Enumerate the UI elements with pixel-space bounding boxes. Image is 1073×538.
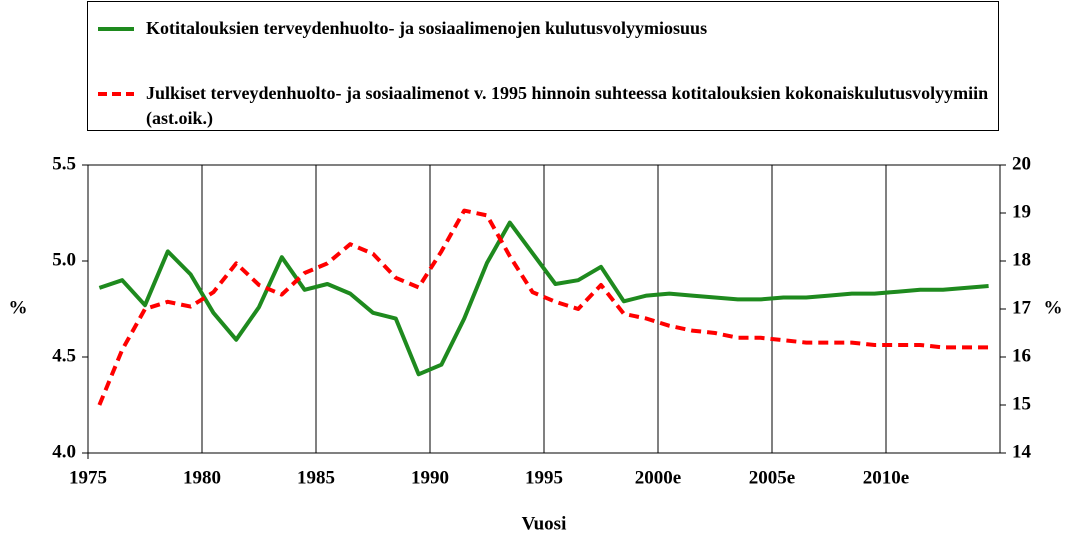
- y2-axis-label: %: [1044, 297, 1063, 318]
- y2-tick-label: 15: [1012, 393, 1031, 414]
- x-tick-label: 1980: [183, 467, 221, 488]
- x-tick-label: 2010e: [863, 467, 909, 488]
- y2-tick-label: 19: [1012, 201, 1031, 222]
- legend-swatch: [98, 27, 134, 31]
- x-tick-label: 1990: [411, 467, 449, 488]
- y-tick-label: 5.5: [52, 153, 76, 174]
- y2-tick-label: 16: [1012, 345, 1031, 366]
- y2-tick-label: 18: [1012, 249, 1031, 270]
- series-line: [97, 208, 989, 406]
- y-axis-label: %: [9, 297, 28, 318]
- legend-label: Julkiset terveydenhuolto- ja sosiaalimen…: [146, 83, 989, 128]
- legend-entry: Julkiset terveydenhuolto- ja sosiaalimen…: [96, 81, 996, 131]
- legend-label: Kotitalouksien terveydenhuolto- ja sosia…: [146, 18, 708, 38]
- series-line: [98, 220, 989, 377]
- x-tick-label: 1985: [297, 467, 335, 488]
- y-tick-label: 4.5: [52, 345, 76, 366]
- plot-frame: [87, 164, 1001, 454]
- y-tick-label: 5.0: [52, 249, 76, 270]
- y2-tick-label: 20: [1012, 153, 1031, 174]
- legend-entry: Kotitalouksien terveydenhuolto- ja sosia…: [96, 16, 996, 41]
- x-tick-label: 1995: [525, 467, 563, 488]
- x-axis-label: Vuosi: [522, 513, 567, 534]
- x-tick-label: 2005e: [749, 467, 795, 488]
- legend: Kotitalouksien terveydenhuolto- ja sosia…: [87, 1, 999, 131]
- x-tick-label: 1975: [69, 467, 107, 488]
- y2-tick-label: 14: [1012, 441, 1032, 462]
- y-tick-label: 4.0: [52, 441, 76, 462]
- legend-swatch: [98, 92, 134, 96]
- x-tick-label: 2000e: [635, 467, 681, 488]
- y2-tick-label: 17: [1012, 297, 1032, 318]
